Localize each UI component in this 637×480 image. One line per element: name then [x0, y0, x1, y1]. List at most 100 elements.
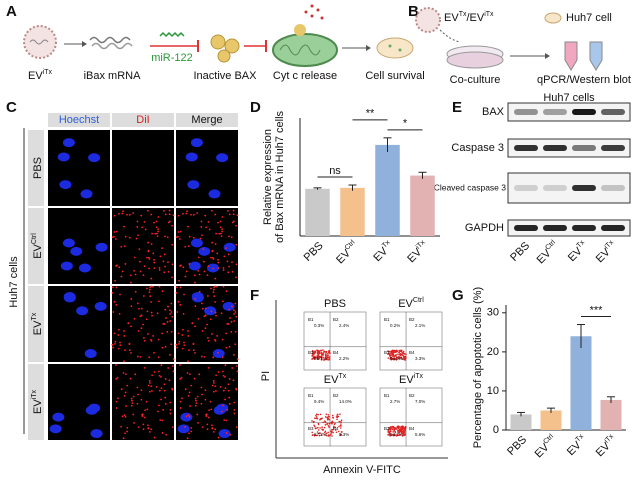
quadrant-id: B1: [308, 393, 314, 398]
dye-spot: [161, 247, 163, 250]
event: [394, 433, 396, 436]
dye-spot: [147, 241, 150, 244]
dye-spot: [171, 387, 173, 390]
step-label: qPCR/Western blot: [537, 74, 631, 86]
dye-spot: [226, 322, 229, 325]
row-label-sup: Tx: [31, 312, 38, 320]
dye-spot: [169, 309, 171, 312]
dye-spot: [230, 236, 233, 239]
dye-spot: [198, 373, 201, 376]
nucleus: [204, 306, 217, 316]
dye-spot: [120, 245, 123, 248]
dye-spot: [118, 266, 121, 269]
quadrant-id: B3: [308, 426, 314, 431]
dye-spot: [163, 209, 165, 212]
dye-spot: [190, 213, 192, 216]
x-tick-label: EViTx: [404, 239, 431, 266]
dye-spot: [140, 314, 143, 317]
event: [322, 356, 324, 359]
dye-spot: [185, 270, 188, 273]
dye-spot: [139, 355, 142, 358]
dye-spot: [232, 213, 235, 216]
panel-label: F: [250, 287, 259, 304]
event: [322, 421, 324, 424]
event: [336, 414, 338, 416]
dye-spot: [146, 209, 149, 212]
event: [398, 349, 401, 352]
dye-spot: [233, 320, 236, 322]
dye-spot: [151, 232, 154, 235]
dye-spot: [133, 269, 136, 272]
column-header: DiI: [136, 114, 149, 126]
dye-spot: [153, 436, 156, 439]
event: [332, 417, 335, 419]
dye-spot: [146, 256, 148, 259]
dye-spot: [142, 274, 145, 277]
event: [336, 418, 338, 421]
dye-spot: [143, 366, 146, 369]
event: [312, 355, 315, 357]
event: [328, 418, 331, 421]
dye-spot: [153, 261, 156, 264]
dye-spot: [195, 402, 198, 405]
dye-spot: [111, 343, 114, 346]
dye-spot: [179, 303, 182, 306]
event: [399, 349, 402, 352]
dye-spot: [197, 421, 199, 424]
event: [404, 356, 407, 358]
event: [312, 353, 315, 355]
event: [340, 420, 342, 423]
dye-spot: [156, 312, 159, 315]
quadrant-id: B3: [384, 426, 390, 431]
dye-spot: [215, 390, 217, 392]
dye-spot: [123, 225, 125, 228]
dye-spot: [221, 216, 224, 218]
dye-spot: [202, 248, 205, 251]
dye-spot: [204, 307, 207, 310]
dye-spot: [183, 293, 185, 296]
quadrant-percent: 2.7%: [390, 399, 400, 404]
lane-label-base: EV: [535, 247, 554, 266]
dye-spot: [123, 360, 125, 363]
dye-spot: [216, 334, 219, 337]
dye-spot: [222, 267, 225, 269]
event: [398, 434, 400, 436]
dye-spot: [164, 378, 167, 380]
dye-spot: [150, 311, 153, 314]
ev-base: /EV: [466, 12, 484, 24]
dye-spot: [227, 383, 230, 386]
dye-spot: [138, 307, 140, 310]
dye-spot: [210, 333, 213, 335]
dye-spot: [148, 390, 151, 393]
dye-spot: [150, 301, 152, 303]
event: [317, 350, 319, 353]
dye-spot: [233, 412, 236, 415]
dye-spot: [231, 261, 233, 264]
nucleus: [59, 180, 72, 190]
lane-label-sup: iTx: [603, 239, 615, 251]
dye-spot: [117, 334, 120, 336]
event: [340, 419, 343, 422]
x-tick-label-sup: iTx: [603, 433, 615, 445]
plot-title-sup: Ctrl: [413, 297, 424, 304]
dye-spot: [119, 344, 122, 347]
dye-spot: [153, 351, 155, 354]
event: [405, 353, 407, 356]
dye-spot: [236, 370, 239, 373]
dye-spot: [177, 231, 180, 233]
event: [336, 416, 339, 419]
dye-spot: [138, 260, 141, 263]
dye-spot: [156, 235, 159, 238]
dye-spot: [151, 390, 153, 392]
dye-spot: [196, 212, 199, 214]
micrograph: [112, 364, 174, 440]
column-header-bg: [176, 113, 238, 127]
blot-frame: [507, 219, 631, 237]
dye-spot: [171, 243, 174, 246]
dye-spot: [164, 396, 167, 399]
event: [314, 425, 316, 428]
dye-spot: [215, 232, 218, 235]
event: [397, 429, 399, 431]
dye-spot: [124, 263, 127, 265]
dye-spot: [118, 212, 120, 215]
